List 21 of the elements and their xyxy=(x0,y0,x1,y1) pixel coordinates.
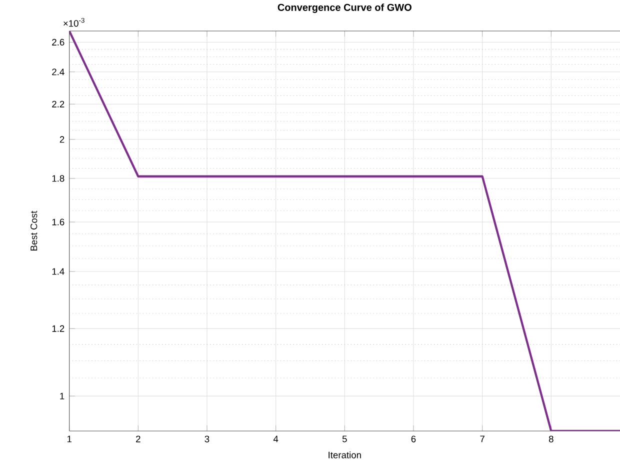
x-tick-label: 7 xyxy=(480,436,484,442)
y-tick-label: 1.4 xyxy=(52,268,64,275)
x-tick-label: 8 xyxy=(548,436,554,442)
x-tick-label: 2 xyxy=(136,436,140,442)
y-tick-label: 2.4 xyxy=(52,68,64,76)
y-tick-label: 1.2 xyxy=(52,325,64,332)
y-tick-label: 1 xyxy=(60,392,64,400)
x-tick-label: 4 xyxy=(273,436,278,442)
y-tick-label: 1.6 xyxy=(52,218,64,226)
y-axis-title: Best Cost xyxy=(30,210,38,250)
text: ×10$^{-3}$ xyxy=(64,18,84,27)
chart-title: Convergence Curve of GWO xyxy=(278,4,412,13)
y-tick-label: 2.6 xyxy=(52,38,64,46)
y-tick-label: 2.2 xyxy=(52,100,64,108)
y-tick-label: 2 xyxy=(60,136,64,143)
y-tick-label: 1.8 xyxy=(52,175,64,182)
x-axis-title: Iteration xyxy=(328,451,361,458)
x-tick-label: 5 xyxy=(342,436,347,442)
x-tick-label: 1 xyxy=(67,436,72,442)
x-tick-label: 6 xyxy=(411,436,416,442)
x-tick-label: 3 xyxy=(204,436,210,442)
